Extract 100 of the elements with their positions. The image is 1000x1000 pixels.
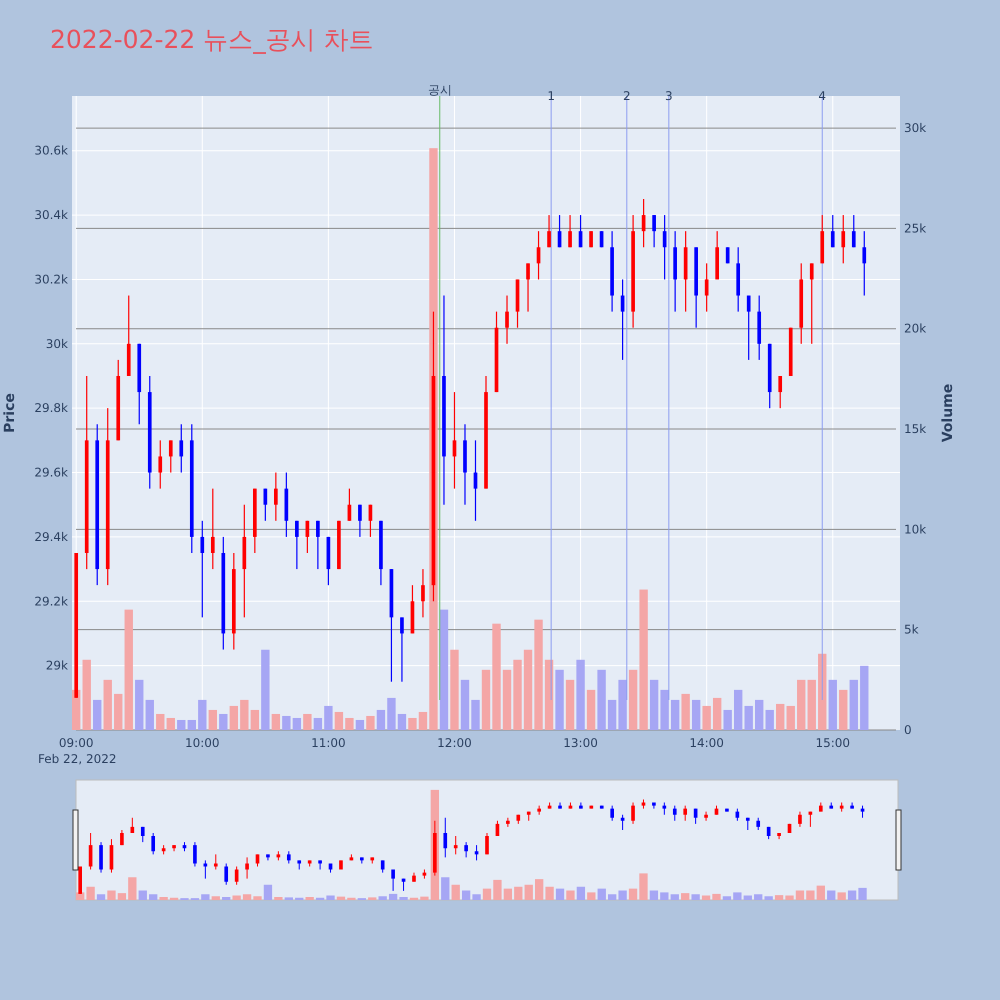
candlestick <box>452 391 456 490</box>
bar <box>146 700 154 730</box>
candlestick <box>547 214 551 248</box>
candlestick <box>421 568 425 618</box>
bar <box>177 720 186 730</box>
bar <box>534 620 543 730</box>
y-axis-title: Price <box>2 393 18 433</box>
candlestick <box>726 246 730 264</box>
candlestick <box>400 616 404 682</box>
candlestick <box>746 294 751 360</box>
bar <box>93 700 102 730</box>
y2-tick-label: 5k <box>904 622 919 637</box>
candlestick <box>862 230 866 296</box>
candlestick <box>704 262 708 312</box>
bar <box>712 698 722 730</box>
bar <box>660 690 669 730</box>
candlestick <box>526 262 530 312</box>
bar <box>650 680 658 730</box>
bar <box>219 714 228 730</box>
text: Feb 22, 2022 <box>38 752 116 766</box>
candlestick <box>852 214 856 248</box>
bar <box>408 718 417 730</box>
y2-tick-label: 0 <box>904 723 912 737</box>
bar <box>460 680 470 730</box>
bar <box>82 660 91 730</box>
bar <box>566 680 574 730</box>
bar <box>398 714 406 730</box>
y2-tick-label: 15k <box>904 422 926 436</box>
bar <box>124 610 133 730</box>
bar <box>860 666 868 730</box>
bar <box>723 710 732 730</box>
x-tick-label: 14:00 <box>689 736 724 750</box>
y-tick-label: 30.2k <box>34 272 68 286</box>
bar <box>261 650 270 730</box>
bar <box>272 714 280 730</box>
bar <box>198 700 206 730</box>
bar <box>839 690 848 730</box>
bar <box>324 706 333 730</box>
candlestick <box>368 504 372 538</box>
bar <box>482 670 490 730</box>
candlestick <box>179 424 184 474</box>
bar <box>156 714 164 730</box>
x-tick-label: 15:00 <box>815 736 850 750</box>
bar <box>418 712 428 730</box>
candlestick <box>589 230 593 248</box>
ref-line-label: 공시 <box>428 83 452 97</box>
candlestick <box>536 230 540 280</box>
candlestick <box>600 230 604 248</box>
candlestick <box>662 214 666 280</box>
bar <box>513 660 522 730</box>
ref-line-label: 2 <box>622 89 631 103</box>
y-tick-label: 29.2k <box>34 594 68 608</box>
bar <box>576 660 585 730</box>
candlestick <box>348 488 352 522</box>
bar <box>356 720 364 730</box>
bar <box>776 704 784 730</box>
bar <box>797 680 806 730</box>
y2-tick-label: 10k <box>904 522 926 536</box>
bar <box>702 706 711 730</box>
bar <box>292 718 302 730</box>
bar <box>166 718 175 730</box>
x-tick-label: 11:00 <box>311 736 346 750</box>
y2-axis-title: Volume <box>940 384 956 442</box>
bar <box>366 716 375 730</box>
y2-tick-label: 25k <box>904 221 926 236</box>
candlestick <box>264 488 268 522</box>
bar <box>303 714 312 730</box>
x-tick-label: 09:00 <box>58 736 94 750</box>
candlestick <box>358 504 362 538</box>
candlestick <box>652 214 656 248</box>
x-tick-label: 10:00 <box>185 736 220 750</box>
bar <box>744 706 753 730</box>
y-tick-label: 29.6k <box>34 466 68 480</box>
candlestick <box>316 520 320 570</box>
candlestick <box>210 488 215 570</box>
bar <box>608 700 616 730</box>
y-tick-label: 30k <box>46 336 68 351</box>
bar <box>681 694 690 730</box>
bar <box>786 706 795 730</box>
candlestick <box>200 520 204 618</box>
bar <box>597 670 606 730</box>
bar <box>188 720 196 730</box>
chart-title: 2022-02-22 뉴스_공시 차트 <box>50 25 374 54</box>
candlestick <box>578 214 582 248</box>
candlestick <box>841 214 846 264</box>
bar <box>387 698 396 730</box>
bar <box>618 680 627 730</box>
candlestick <box>505 294 509 344</box>
y2-tick-label: 30k <box>904 121 926 136</box>
candlestick <box>830 214 835 248</box>
bar <box>628 670 638 730</box>
bar <box>766 710 774 730</box>
bar <box>135 680 144 730</box>
candlestick <box>295 520 299 570</box>
bar <box>104 680 112 730</box>
bar <box>754 700 764 730</box>
candlestick <box>306 520 310 554</box>
bar <box>734 690 742 730</box>
ref-line-label: 3 <box>665 89 673 103</box>
bar <box>818 654 826 730</box>
